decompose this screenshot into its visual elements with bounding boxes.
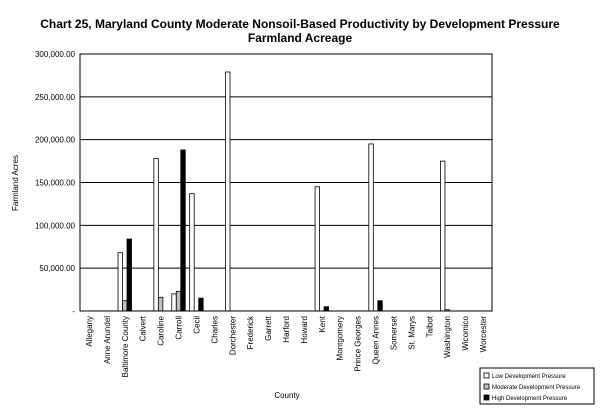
legend-label: High Development Pressure [492,396,568,402]
x-tick-label: Harford [282,316,291,343]
x-tick-label: Baltimore County [121,316,130,377]
x-tick-label: Wicomico [461,315,470,350]
x-tick-label: St. Marys [407,316,416,350]
bar [225,71,231,312]
bar [122,300,128,312]
y-tick-label: - [72,307,75,316]
bar [377,300,383,312]
y-tick-label: 100,000.00 [35,221,76,230]
legend-swatch [483,394,490,401]
bar [440,160,446,312]
x-tick-labels: Allegany Anne Arundel Baltimore County Calv… [85,315,488,377]
bar [180,149,186,312]
bar [117,252,123,312]
bar [198,297,204,312]
x-tick-label: Talbot [425,315,434,337]
bar [323,306,329,312]
y-tick-label: 150,000.00 [35,179,76,188]
y-tick-label: 200,000.00 [35,136,76,145]
bar [189,193,195,312]
x-tick-label: Charles [210,316,219,344]
bar [368,143,374,312]
x-tick-label: Frederick [246,315,255,349]
legend-label: Low Development Pressure [492,374,566,380]
x-tick-label: Worcester [479,316,488,353]
x-tick-label: Prince Georges [354,316,363,372]
chart-title-line2: Farmland Acreage [248,31,353,45]
x-tick-label: Kent [318,315,327,332]
x-axis-label: County [274,391,299,400]
x-tick-label: Caroline [157,315,166,345]
legend-swatch [483,372,490,379]
x-tick-label: Garrett [264,315,273,341]
x-tick-label: Dorchester [228,316,237,355]
x-tick-label: Somerset [389,315,398,350]
x-tick-label: Cecil [192,316,201,334]
y-tick-labels: - 50,000.00 100,000.00 150,000.00 200,000.00… [35,50,76,316]
bar [175,290,182,312]
gridlines [80,96,492,269]
legend: Low Development Pressure Moderate Develop… [479,367,595,405]
chart-title-line1: Chart 25, Maryland County Moderate Nonso… [40,17,560,31]
x-tick-label: Calvert [139,315,148,341]
x-tick-label: Queen Annes [372,316,381,364]
legend-swatch [483,383,490,390]
plot-area-frame [79,53,493,312]
x-tick-label: Anne Arundel [103,316,112,364]
y-tick-label: 300,000.00 [35,50,76,59]
legend-label: Moderate Development Pressure [492,385,581,391]
x-tick-label: Allegany [85,316,94,347]
y-axis-label: Farmland Acres [11,155,20,211]
legend-box [479,367,595,405]
bar [171,293,177,312]
x-tick-label: Howard [300,316,309,344]
bar [157,296,164,312]
y-tick-label: 250,000.00 [35,93,76,102]
bar [126,238,132,312]
x-tick-label: Carroll [175,316,184,340]
bar [153,158,159,312]
y-tick-label: 50,000.00 [39,264,75,273]
x-tick-label: Montgomery [336,316,345,360]
bars [117,71,450,312]
x-tick-label: Washington [443,316,452,358]
bar [314,186,320,312]
